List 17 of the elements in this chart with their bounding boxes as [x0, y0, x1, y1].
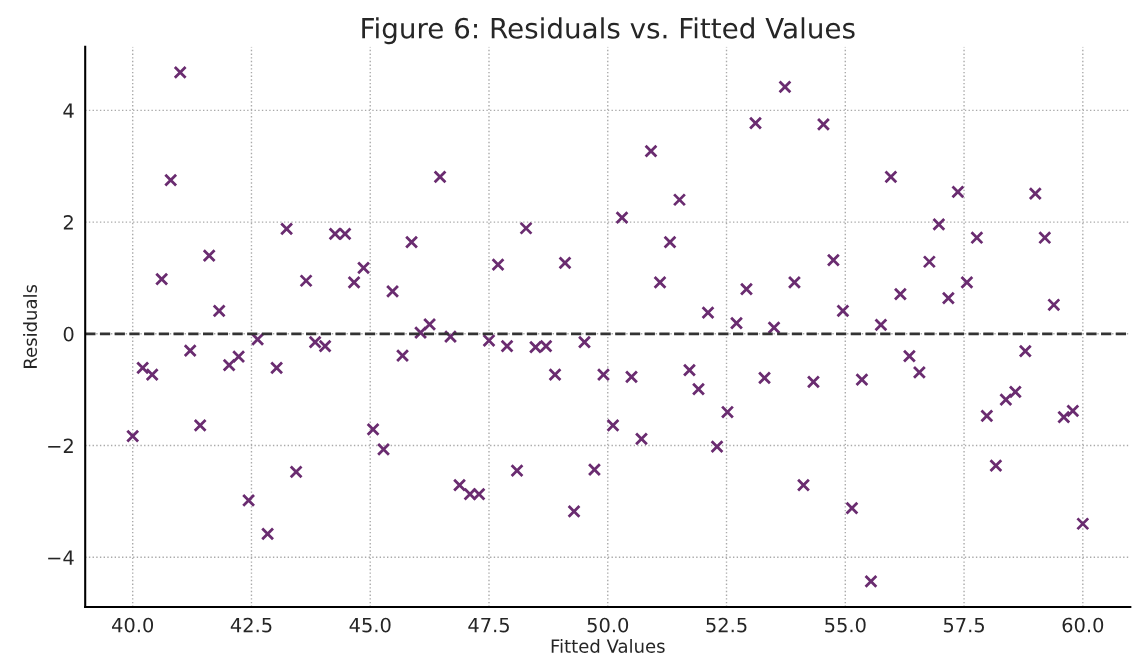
x-tick-label: 42.5: [230, 617, 272, 633]
x-tick-label: 57.5: [943, 617, 984, 633]
x-tick-label: 45.0: [349, 617, 391, 633]
y-axis-title: Residuals: [23, 284, 38, 368]
chart-title: Figure 6: Residuals vs. Fitted Values: [362, 17, 855, 45]
x-tick-label: 55.0: [825, 617, 866, 633]
x-tick-label: 47.5: [468, 617, 509, 633]
x-tick-label: 40.0: [112, 617, 154, 633]
x-tick-label: 60.0: [1062, 617, 1104, 633]
y-tick-label: −2: [48, 438, 73, 453]
y-tick-label: 4: [63, 103, 74, 118]
y-tick-label: 0: [63, 326, 74, 342]
x-tick-label: 50.0: [587, 617, 629, 633]
x-tick-label: 52.5: [706, 617, 747, 633]
y-tick-label: 2: [63, 215, 73, 230]
x-axis-title: Fitted Values: [551, 638, 665, 653]
y-tick-label: −4: [48, 550, 74, 565]
